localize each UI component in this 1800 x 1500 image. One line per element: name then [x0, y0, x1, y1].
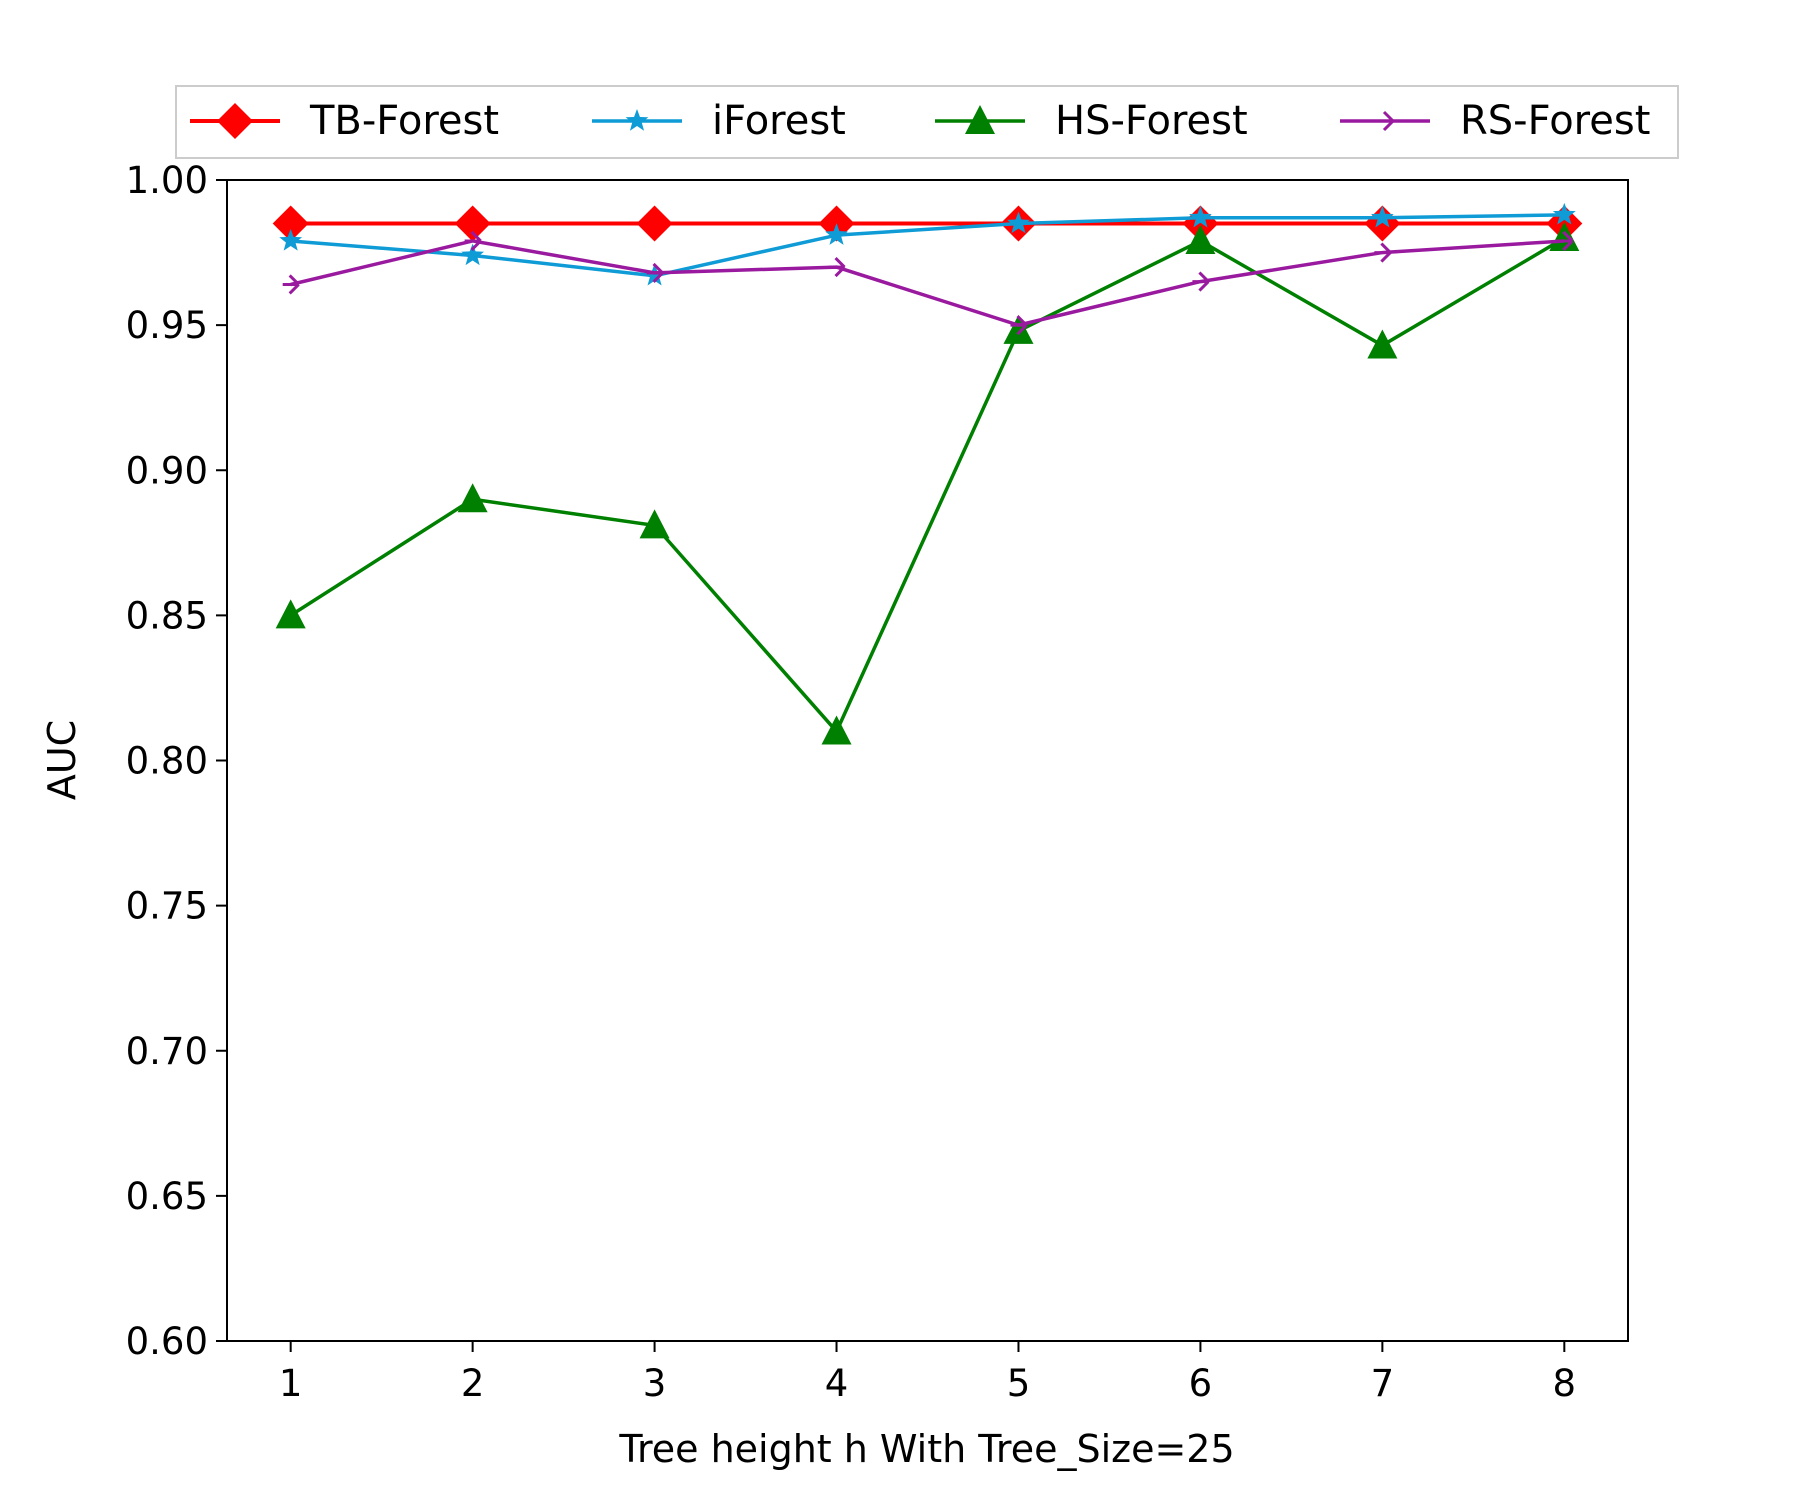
y-tick-label: 0.75: [126, 885, 208, 928]
legend-entry: iForest: [592, 98, 846, 144]
data-point: [275, 599, 306, 629]
series-line: [289, 236, 1566, 734]
legend-entry: TB-Forest: [190, 98, 499, 144]
data-point: [1192, 271, 1210, 292]
series-line: [290, 239, 1565, 327]
x-tick-label: 5: [1007, 1362, 1031, 1405]
legend-marker: [1377, 110, 1395, 132]
data-point: [1007, 211, 1030, 234]
y-axis-label: AUC: [40, 720, 84, 800]
data-point: [1010, 315, 1028, 336]
y-tick-label: 1.00: [126, 159, 208, 202]
data-point: [636, 205, 673, 242]
y-tick-label: 0.80: [126, 740, 208, 783]
legend-marker: [965, 105, 995, 134]
data-point: [1552, 202, 1576, 225]
data-point: [454, 205, 491, 242]
series-rs-forest: [282, 230, 1574, 336]
data-point: [1370, 205, 1394, 228]
x-axis-label: Tree height h With Tree_Size=25: [618, 1427, 1234, 1471]
data-point: [461, 243, 485, 266]
series-iforest: [279, 202, 1576, 286]
x-tick-label: 6: [1189, 1362, 1213, 1405]
legend-entry: HS-Forest: [935, 98, 1248, 144]
data-point: [272, 205, 309, 242]
legend-label: iForest: [712, 98, 846, 144]
legend-marker: [217, 103, 253, 139]
y-tick-label: 0.90: [126, 449, 208, 492]
legend: TB-Forest iForest HS-Forest RS-Forest: [175, 85, 1679, 159]
y-axis: 0.60 0.65 0.70 0.75 0.80 0.85 0.90 0.95 1.00: [126, 159, 227, 1363]
data-point: [646, 262, 664, 283]
x-tick-label: 1: [279, 1362, 303, 1405]
y-tick-label: 0.95: [126, 304, 208, 347]
data-point: [1556, 230, 1574, 252]
data-point: [1189, 205, 1212, 228]
data-point: [279, 228, 303, 251]
data-point: [1374, 242, 1392, 263]
legend-marker: [625, 109, 649, 131]
legend-label: TB-Forest: [309, 98, 499, 144]
data-point: [464, 230, 482, 252]
series-hs-forest: [275, 222, 1580, 745]
series-layer: [272, 202, 1583, 745]
data-point: [1367, 329, 1398, 359]
x-axis: 1 2 3 4 5 6 7 8: [279, 1341, 1576, 1405]
data-point: [825, 223, 848, 245]
x-tick-label: 8: [1553, 1362, 1577, 1405]
data-point: [1185, 224, 1216, 254]
y-tick-label: 0.60: [126, 1320, 208, 1363]
data-point: [282, 274, 300, 295]
series-line: [290, 213, 1565, 278]
y-tick-label: 0.70: [126, 1030, 208, 1073]
data-point: [1003, 314, 1034, 344]
y-tick-label: 0.65: [126, 1175, 208, 1218]
x-tick-label: 7: [1371, 1362, 1395, 1405]
data-point: [821, 715, 852, 745]
legend-entry: RS-Forest: [1340, 98, 1650, 144]
data-point: [457, 483, 488, 513]
data-point: [828, 257, 846, 278]
legend-label: HS-Forest: [1055, 98, 1248, 144]
data-point: [1549, 222, 1580, 252]
legend-label: RS-Forest: [1460, 98, 1650, 144]
x-tick-label: 4: [825, 1362, 849, 1405]
data-point: [639, 509, 670, 539]
data-point: [643, 263, 666, 286]
x-tick-label: 3: [643, 1362, 667, 1405]
y-tick-label: 0.85: [126, 594, 208, 637]
x-tick-label: 2: [461, 1362, 485, 1405]
